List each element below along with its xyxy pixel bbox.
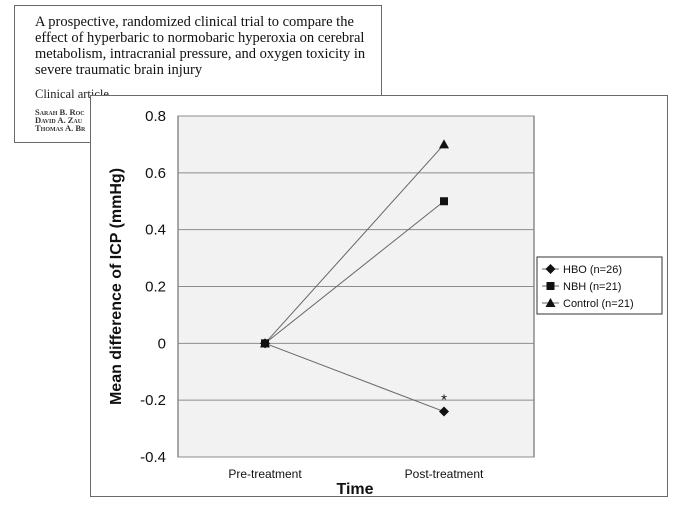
x-tick-label: Post-treatment	[405, 467, 484, 481]
significance-annotation: *	[441, 392, 447, 409]
legend-label: HBO (n=26)	[563, 264, 622, 276]
x-axis-label: Time	[336, 481, 373, 498]
y-tick-label: 0.4	[145, 222, 166, 239]
y-tick-label: 0.8	[145, 108, 166, 125]
legend-label: Control (n=21)	[563, 298, 634, 310]
gridlines	[178, 115, 534, 458]
y-axis-ticks: 0.8 0.6 0.4 0.2 0 -0.2 -0.4	[140, 108, 166, 466]
paper-title: A prospective, randomized clinical trial…	[35, 14, 371, 78]
diamond-marker	[439, 406, 449, 417]
y-tick-label: -0.2	[140, 392, 166, 409]
triangle-marker	[260, 338, 270, 348]
paper-title-line: severe traumatic brain injury	[35, 62, 203, 78]
legend-label: NBH (n=21)	[563, 281, 621, 293]
icp-line-chart: 0.8 0.6 0.4 0.2 0 -0.2 -0.4 Pre-treatment Post-…	[108, 108, 663, 498]
paper-title-line: metabolism, intracranial pressure, and o…	[35, 46, 366, 62]
author-name: Thomas A. Br	[35, 123, 86, 133]
x-tick-label: Pre-treatment	[228, 467, 302, 481]
series-line	[264, 144, 445, 344]
y-tick-label: -0.4	[140, 449, 166, 466]
series-markers	[260, 139, 449, 417]
paper-title-line: effect of hyperbaric to normobaric hyper…	[35, 30, 365, 46]
series-lines	[264, 144, 445, 413]
square-marker	[440, 197, 448, 206]
y-tick-label: 0.6	[145, 165, 166, 182]
y-axis-label: Mean difference of ICP (mmHg)	[108, 168, 125, 405]
annotations: *	[441, 392, 447, 409]
x-axis-ticks: Pre-treatment Post-treatment	[228, 467, 484, 481]
series-line	[264, 200, 445, 344]
triangle-marker	[439, 139, 449, 149]
triangle-marker	[545, 298, 556, 307]
y-tick-label: 0.2	[145, 279, 166, 296]
diamond-marker	[545, 264, 556, 274]
series-line	[264, 342, 445, 413]
author-list: Sarah B. Roc David A. Zau Thomas A. Br	[35, 107, 371, 133]
y-tick-label: 0	[158, 335, 166, 352]
legend: HBO (n=26) NBH (n=21) Control (n=21)	[536, 256, 663, 315]
author-name: David A. Zau	[35, 115, 83, 125]
paper-title-line: A prospective, randomized clinical trial…	[35, 14, 354, 30]
square-marker	[546, 282, 555, 290]
chart-frame: 0.8 0.6 0.4 0.2 0 -0.2 -0.4 Pre-treatment Post-…	[90, 95, 668, 498]
author-name: Sarah B. Roc	[35, 107, 85, 117]
